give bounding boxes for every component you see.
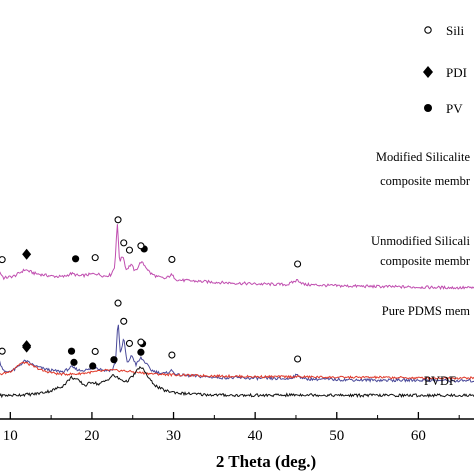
peak-marker-circle-open: [294, 260, 302, 268]
peak-marker-circle-open: [125, 246, 134, 254]
peak-marker-diamond: [22, 248, 32, 260]
series-label-1-0: Unmodified Silicali: [371, 234, 470, 248]
peak-marker-circle-open: [168, 255, 176, 264]
legend-marker-circle-filled: [424, 104, 432, 112]
series-label-0-1: composite membr: [380, 174, 471, 188]
peak-marker-circle-filled: [72, 255, 80, 263]
peak-marker-circle-open: [0, 256, 6, 264]
x-tick-label-30: 30: [166, 428, 181, 444]
series-label-2-0: Pure PDMS mem: [382, 304, 470, 318]
legend-label-0: Sili: [446, 23, 464, 38]
series-line-2: [0, 361, 474, 380]
series-label-3-0: PVDF: [424, 374, 456, 388]
peak-marker-circle-filled: [110, 356, 118, 364]
peak-marker-circle-filled: [137, 348, 145, 356]
peak-marker-circle-open: [91, 254, 99, 262]
peak-marker-circle-open: [114, 299, 122, 307]
peak-marker-circle-filled: [67, 347, 76, 355]
series-label-layer: Modified Silicalite composite membr Unmodi…: [371, 150, 471, 388]
series-label-0-0: Modified Silicalite: [376, 150, 471, 164]
x-axis-title: 2 Theta (deg.): [216, 452, 316, 471]
peak-marker-circle-open: [168, 351, 176, 359]
x-tick-label-40: 40: [248, 428, 263, 444]
peak-marker-circle-open: [120, 317, 128, 325]
x-tick-label-10: 10: [3, 428, 18, 444]
peak-marker-diamond: [22, 341, 32, 353]
peak-marker-circle-open: [137, 242, 145, 250]
legend-label-1: PDI: [446, 65, 467, 80]
series-line-0: [0, 224, 474, 291]
legend: Sili PDI PV: [423, 23, 467, 116]
peak-marker-circle-filled: [70, 358, 78, 366]
x-tick-label-60: 60: [411, 428, 426, 444]
peak-marker-circle-open: [0, 347, 6, 355]
x-tick-label-50: 50: [329, 428, 344, 444]
peak-marker-circle-open: [125, 339, 134, 347]
peak-marker-circle-open: [294, 355, 302, 363]
legend-label-2: PV: [446, 101, 463, 116]
marker-layer: [0, 216, 302, 370]
legend-marker-diamond: [423, 66, 433, 78]
peak-marker-circle-filled: [89, 362, 97, 370]
series-line-3: [0, 366, 474, 399]
peak-marker-circle-open: [114, 216, 122, 224]
series-layer: [0, 224, 474, 399]
series-label-1-1: composite membr: [380, 254, 471, 268]
peak-marker-circle-open: [120, 239, 128, 247]
tick-layer: 10 20 30 40 50 60: [3, 412, 460, 444]
x-tick-label-20: 20: [84, 428, 99, 444]
peak-marker-circle-open: [91, 347, 99, 356]
peak-marker-circle-open: [137, 338, 145, 346]
legend-marker-circle-open: [424, 26, 432, 34]
